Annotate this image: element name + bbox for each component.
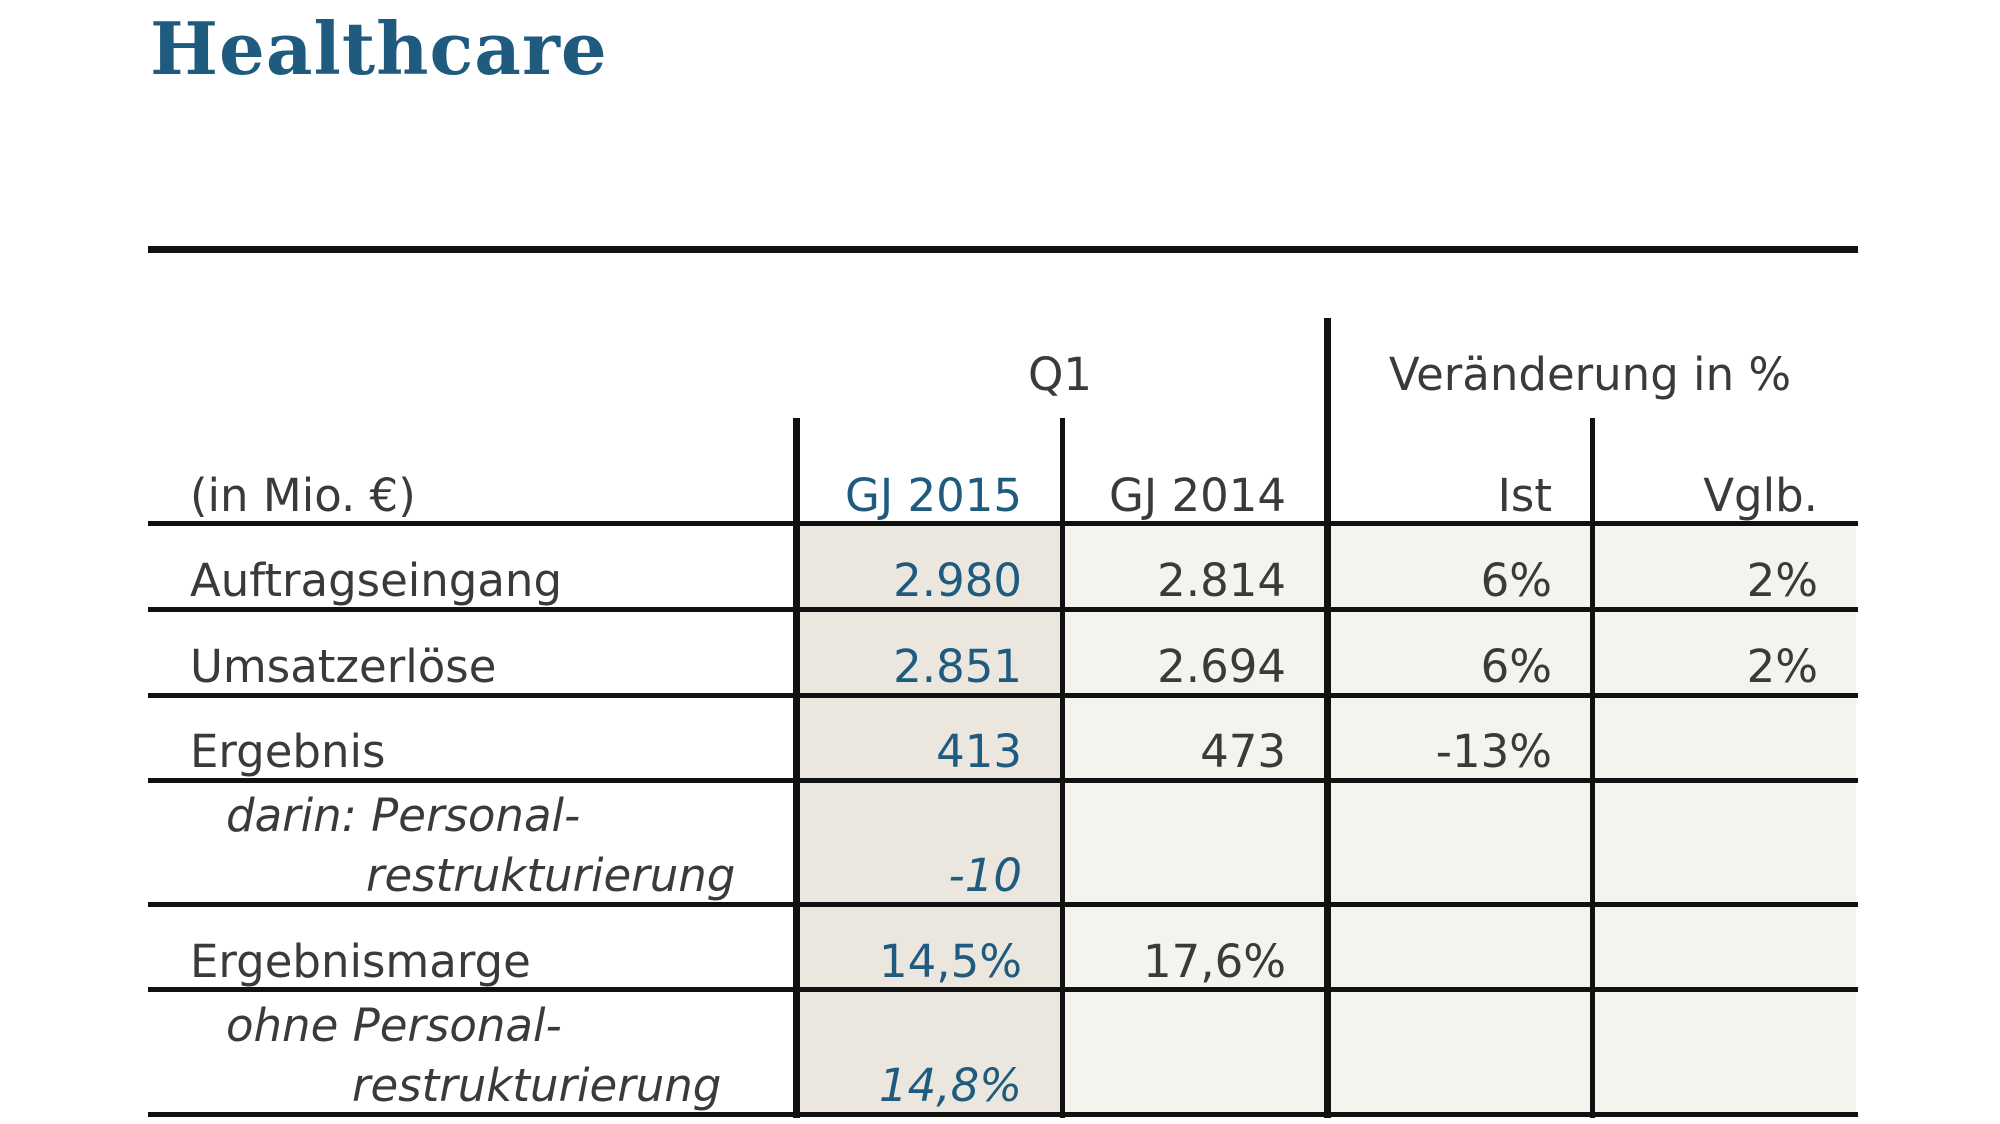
top-rule [148, 246, 1858, 253]
col-gj2015-bg [800, 525, 1060, 1115]
hrule-bottom [148, 1112, 1858, 1117]
row-label-line1: darin: Personal- [226, 789, 581, 842]
hrule-4 [148, 902, 1858, 907]
row-label: Ergebnismarge [190, 935, 531, 988]
cell-ist: -13% [1435, 725, 1552, 778]
col-header-vglb: Vglb. [1703, 469, 1818, 522]
hrule-2 [148, 693, 1858, 698]
col-vglb-bg [1594, 525, 1856, 1115]
row-label-line1: ohne Personal- [226, 999, 562, 1052]
row-label: Ergebnis [190, 725, 386, 778]
row-label-line2: restrukturierung [352, 1059, 722, 1112]
vrule-1 [793, 418, 800, 1118]
cell-gj2015: 2.980 [893, 554, 1022, 607]
vrule-2 [1060, 418, 1065, 1118]
col-gj2014-bg [1064, 525, 1324, 1115]
vrule-3 [1324, 318, 1331, 1118]
cell-gj2014: 473 [1200, 725, 1286, 778]
cell-gj2014: 2.814 [1157, 554, 1286, 607]
cell-gj2015: 413 [936, 725, 1022, 778]
cell-gj2015: 14,5% [879, 935, 1022, 988]
cell-gj2015: 2.851 [893, 640, 1022, 693]
cell-gj2014: 2.694 [1157, 640, 1286, 693]
hrule-1 [148, 607, 1858, 612]
cell-ist: 6% [1480, 640, 1552, 693]
vrule-4 [1590, 418, 1595, 1118]
hrule-3 [148, 778, 1858, 783]
header-q1: Q1 [1027, 348, 1093, 401]
cell-ist: 6% [1480, 554, 1552, 607]
col-ist-bg [1328, 525, 1590, 1115]
header-change: Veränderung in % [1388, 348, 1792, 401]
hrule-header [148, 521, 1858, 526]
row-label: Auftragseingang [190, 554, 563, 607]
page-title: Healthcare [150, 6, 608, 91]
col-header-ist: Ist [1497, 469, 1552, 522]
cell-gj2015: 14,8% [879, 1059, 1022, 1112]
cell-vglb: 2% [1746, 640, 1818, 693]
hrule-5 [148, 987, 1858, 992]
col-header-gj2015: GJ 2015 [845, 469, 1022, 522]
row-label-line2: restrukturierung [366, 849, 736, 902]
cell-vglb: 2% [1746, 554, 1818, 607]
cell-gj2014: 17,6% [1143, 935, 1286, 988]
row-label: Umsatzerlöse [190, 640, 497, 693]
col-header-gj2014: GJ 2014 [1109, 469, 1286, 522]
cell-gj2015: -10 [948, 849, 1023, 902]
unit-label: (in Mio. €) [190, 469, 416, 522]
